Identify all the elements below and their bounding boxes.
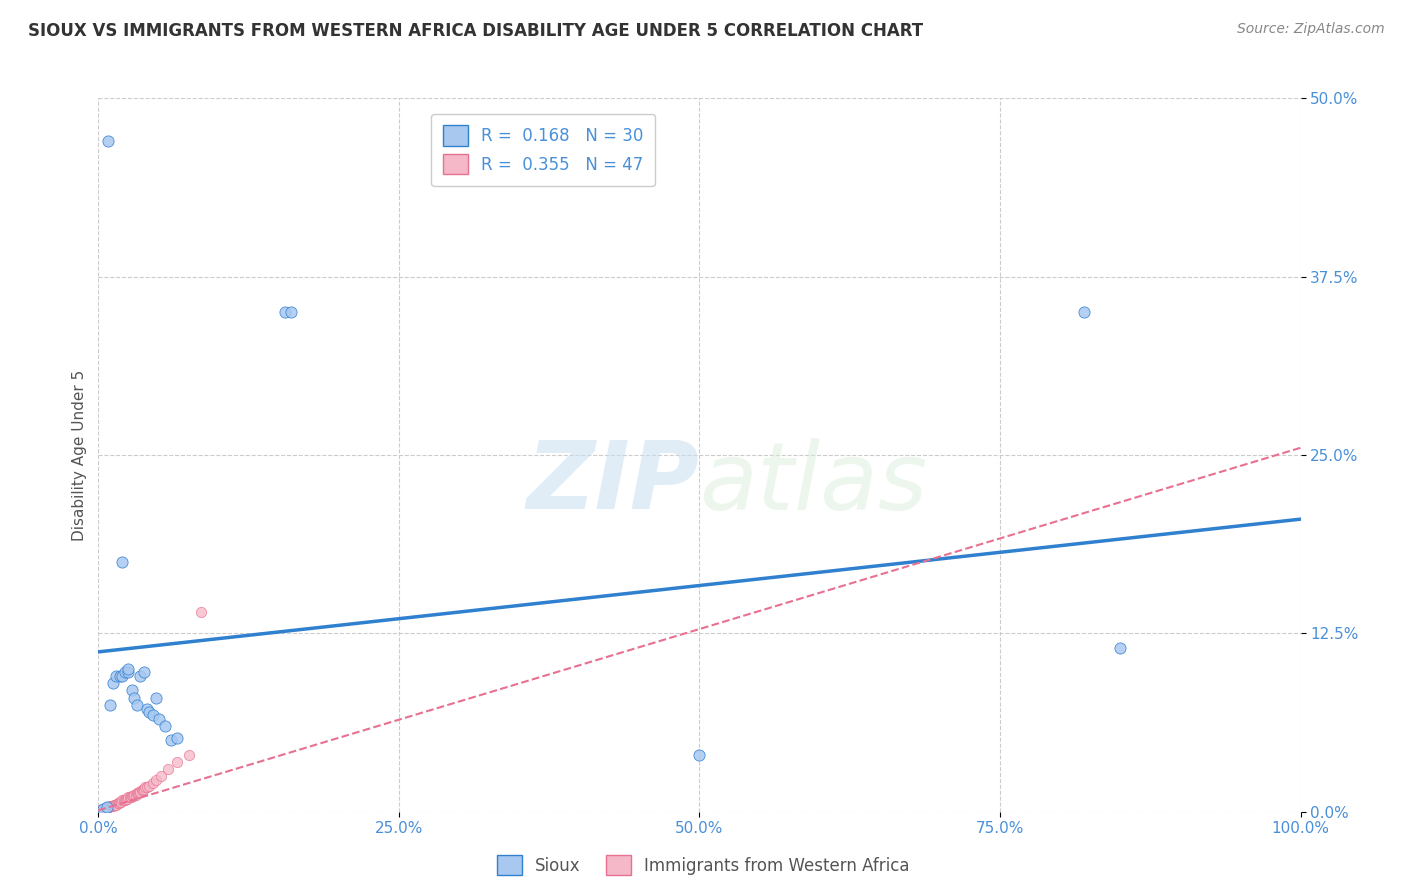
- Text: Source: ZipAtlas.com: Source: ZipAtlas.com: [1237, 22, 1385, 37]
- Point: [104, 797, 127, 812]
- Point: [90, 803, 112, 817]
- Point: [111, 555, 134, 569]
- Point: [121, 683, 143, 698]
- Text: atlas: atlas: [699, 438, 928, 529]
- Point: [91, 802, 114, 816]
- Point: [101, 676, 124, 690]
- Point: [105, 797, 128, 812]
- Point: [108, 669, 131, 683]
- Point: [145, 773, 167, 788]
- Point: [124, 788, 146, 802]
- Point: [153, 719, 176, 733]
- Point: [108, 795, 131, 809]
- Text: ZIP: ZIP: [527, 437, 699, 530]
- Point: [141, 707, 163, 722]
- Point: [108, 796, 131, 810]
- Point: [134, 780, 156, 795]
- Point: [122, 789, 145, 803]
- Point: [110, 795, 132, 809]
- Point: [688, 747, 710, 762]
- Point: [96, 800, 118, 814]
- Point: [132, 783, 155, 797]
- Point: [91, 803, 114, 817]
- Point: [100, 799, 122, 814]
- Point: [103, 797, 125, 812]
- Point: [101, 799, 124, 814]
- Point: [127, 786, 149, 800]
- Point: [117, 792, 139, 806]
- Point: [131, 783, 153, 797]
- Point: [117, 665, 139, 679]
- Point: [107, 796, 129, 810]
- Point: [97, 134, 120, 148]
- Point: [97, 800, 120, 814]
- Point: [148, 712, 170, 726]
- Point: [145, 690, 167, 705]
- Point: [117, 790, 139, 805]
- Point: [132, 665, 155, 679]
- Point: [138, 705, 160, 719]
- Legend: R =  0.168   N = 30, R =  0.355   N = 47: R = 0.168 N = 30, R = 0.355 N = 47: [432, 113, 655, 186]
- Legend: Sioux, Immigrants from Western Africa: Sioux, Immigrants from Western Africa: [488, 847, 918, 884]
- Point: [100, 698, 122, 712]
- Point: [120, 790, 142, 805]
- Point: [166, 755, 188, 769]
- Text: SIOUX VS IMMIGRANTS FROM WESTERN AFRICA DISABILITY AGE UNDER 5 CORRELATION CHART: SIOUX VS IMMIGRANTS FROM WESTERN AFRICA …: [28, 22, 924, 40]
- Point: [105, 669, 128, 683]
- Point: [124, 690, 146, 705]
- Point: [149, 769, 172, 783]
- Point: [111, 793, 134, 807]
- Point: [1109, 640, 1132, 655]
- Point: [98, 800, 121, 814]
- Point: [100, 799, 122, 814]
- Point: [125, 786, 148, 800]
- Point: [115, 792, 138, 806]
- Point: [274, 305, 297, 319]
- Point: [117, 662, 139, 676]
- Point: [125, 698, 148, 712]
- Point: [129, 785, 152, 799]
- Point: [114, 665, 136, 679]
- Point: [128, 785, 150, 799]
- Point: [159, 733, 181, 747]
- Point: [138, 779, 160, 793]
- Point: [177, 747, 200, 762]
- Point: [111, 669, 134, 683]
- Point: [129, 669, 152, 683]
- Point: [1073, 305, 1095, 319]
- Point: [166, 731, 188, 745]
- Point: [114, 793, 136, 807]
- Point: [135, 780, 157, 795]
- Point: [157, 762, 180, 776]
- Point: [91, 802, 114, 816]
- Y-axis label: Disability Age Under 5: Disability Age Under 5: [72, 369, 87, 541]
- Point: [121, 789, 143, 803]
- Point: [93, 802, 115, 816]
- Point: [190, 605, 212, 619]
- Point: [118, 790, 141, 805]
- Point: [280, 305, 302, 319]
- Point: [125, 788, 148, 802]
- Point: [132, 781, 155, 796]
- Point: [96, 800, 118, 814]
- Point: [141, 776, 163, 790]
- Point: [94, 802, 117, 816]
- Point: [135, 702, 157, 716]
- Point: [112, 793, 135, 807]
